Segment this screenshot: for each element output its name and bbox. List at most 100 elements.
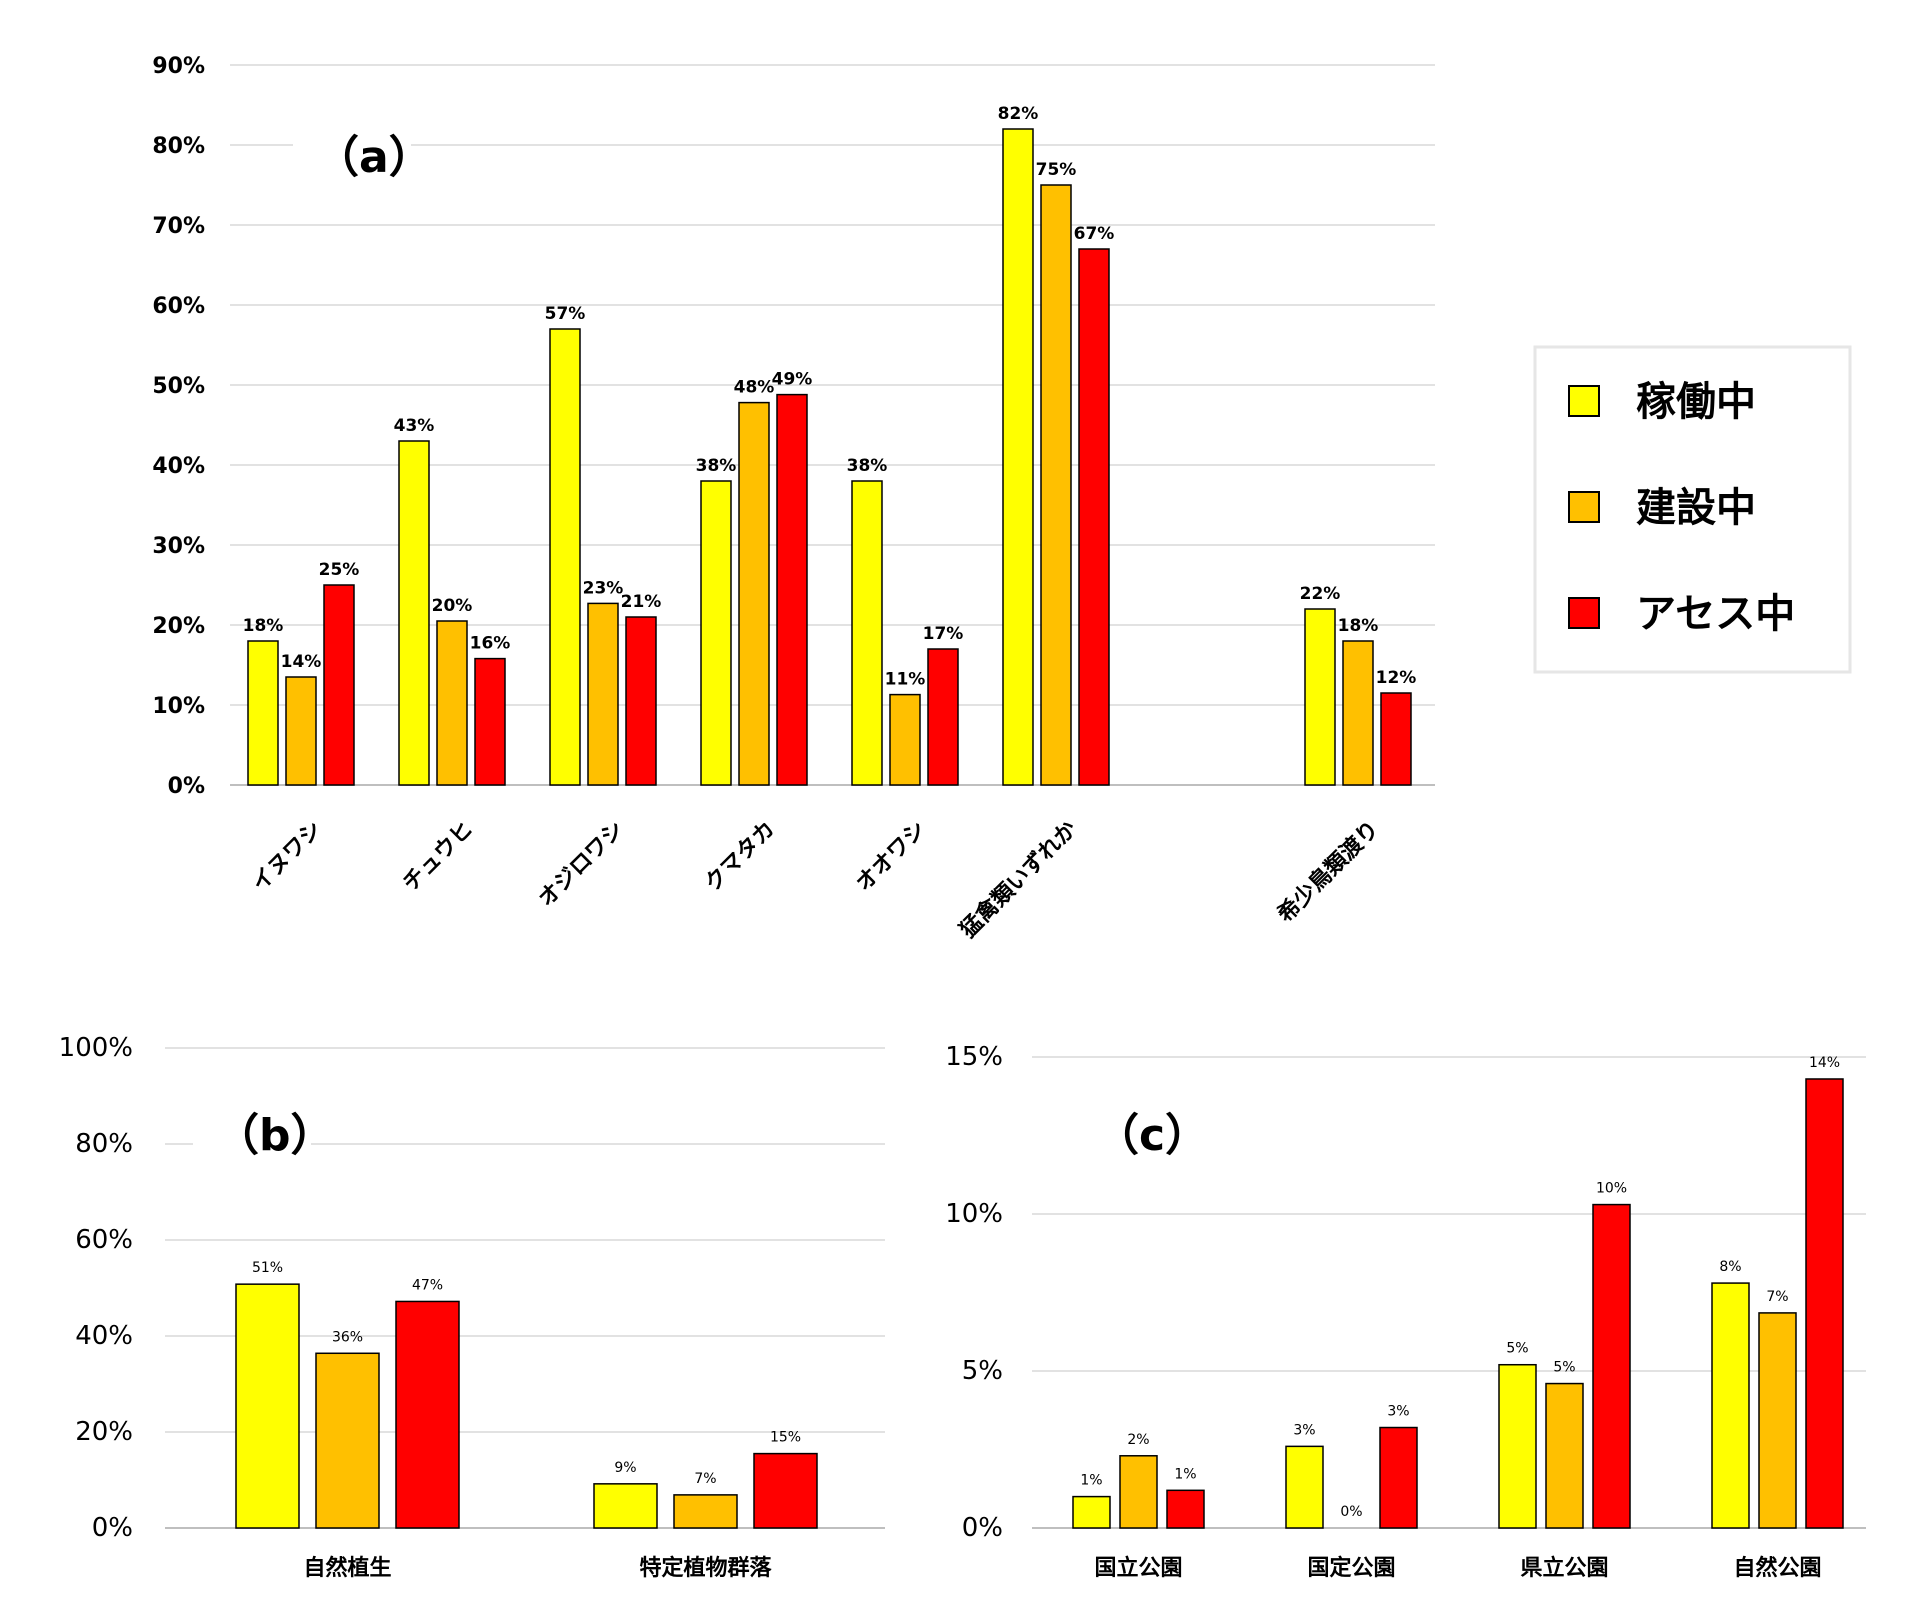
data-label-a: 43%: [394, 416, 435, 436]
data-label-a: 38%: [696, 456, 737, 476]
y-tick-label-c: 15%: [945, 1042, 1003, 1072]
x-category-label-a: クマタカ: [700, 817, 780, 897]
panel-label-bg-c: [1073, 1104, 1191, 1168]
data-label-c: 1%: [1080, 1473, 1102, 1489]
data-label-a: 49%: [772, 370, 813, 390]
data-label-a: 21%: [621, 592, 662, 612]
data-label-a: 14%: [281, 652, 322, 672]
bar-c-1-0: [1119, 1455, 1158, 1529]
x-category-label-a: イヌワシ: [247, 817, 327, 897]
data-label-b: 47%: [412, 1277, 443, 1293]
legend-label: アセス中: [1636, 591, 1795, 637]
bar-a-1-3: [738, 401, 770, 786]
y-tick-label-c: 5%: [962, 1356, 1003, 1386]
bar-b-0-0: [235, 1283, 300, 1529]
data-label-c: 5%: [1553, 1360, 1575, 1376]
bar-a-1-4: [889, 693, 921, 786]
data-label-b: 15%: [770, 1430, 801, 1446]
data-label-a: 48%: [734, 378, 775, 398]
y-tick-label-a: 10%: [152, 694, 205, 719]
bar-a-2-0: [323, 584, 355, 786]
panel-label-b: （b）: [215, 1110, 335, 1161]
y-tick-label-a: 30%: [152, 534, 205, 559]
bar-a-0-4: [851, 480, 883, 786]
bar-a-2-1: [474, 657, 506, 786]
data-label-a: 25%: [319, 560, 360, 580]
data-label-c: 3%: [1293, 1422, 1315, 1438]
y-tick-label-b: 40%: [75, 1321, 133, 1351]
legend-label: 建設中: [1636, 485, 1756, 531]
bar-c-1-2: [1545, 1382, 1584, 1529]
bar-c-1-3: [1758, 1312, 1797, 1529]
y-tick-label-a: 90%: [152, 54, 205, 79]
data-label-c: 14%: [1809, 1055, 1840, 1071]
y-tick-label-a: 0%: [168, 774, 205, 799]
bar-a-1-0: [285, 676, 317, 786]
bar-c-2-3: [1805, 1078, 1844, 1529]
bar-a-0-3: [700, 480, 732, 786]
bar-c-0-3: [1711, 1282, 1750, 1529]
bar-a-2-2: [625, 616, 657, 786]
data-label-a: 23%: [583, 578, 624, 598]
y-tick-label-a: 40%: [152, 454, 205, 479]
data-label-c: 3%: [1387, 1404, 1409, 1420]
bar-a-0-2: [549, 328, 581, 786]
y-tick-label-c: 0%: [962, 1513, 1003, 1543]
bar-a-2-5: [1078, 248, 1110, 786]
data-label-a: 38%: [847, 456, 888, 476]
bar-c-2-2: [1592, 1203, 1631, 1529]
x-category-label-a: 猛禽類いずれか: [954, 816, 1082, 944]
data-label-a: 75%: [1036, 160, 1077, 180]
bar-b-2-1: [753, 1452, 818, 1529]
bar-a-0-7: [1304, 608, 1336, 786]
bar-b-1-0: [315, 1352, 380, 1529]
x-category-label-c: 県立公園: [1520, 1555, 1608, 1581]
y-tick-label-b: 60%: [75, 1225, 133, 1255]
x-category-label-c: 国定公園: [1307, 1555, 1395, 1581]
y-tick-label-a: 60%: [152, 294, 205, 319]
bar-b-1-1: [673, 1494, 738, 1529]
bar-a-0-5: [1002, 128, 1034, 786]
data-label-b: 51%: [252, 1260, 283, 1276]
data-label-c: 2%: [1127, 1432, 1149, 1448]
bar-a-2-3: [776, 393, 808, 786]
data-label-b: 9%: [614, 1460, 636, 1476]
data-label-c: 5%: [1506, 1341, 1528, 1357]
data-label-a: 12%: [1376, 668, 1417, 688]
x-category-label-a: 希少鳥類渡り: [1273, 816, 1385, 928]
y-tick-label-a: 70%: [152, 214, 205, 239]
bar-c-0-0: [1072, 1495, 1111, 1529]
x-category-label-c: 国立公園: [1094, 1555, 1182, 1581]
y-tick-label-c: 10%: [945, 1199, 1003, 1229]
y-tick-label-b: 100%: [59, 1033, 133, 1063]
y-tick-label-b: 0%: [92, 1513, 133, 1543]
bar-c-0-1: [1285, 1445, 1324, 1529]
panel-label-bg-b: [193, 1104, 311, 1168]
x-category-label-b: 自然植生: [303, 1555, 391, 1581]
data-label-b: 36%: [332, 1329, 363, 1345]
bar-c-2-1: [1379, 1426, 1418, 1529]
legend-swatch: [1568, 597, 1600, 629]
legend-swatch: [1568, 385, 1600, 417]
data-label-a: 22%: [1300, 584, 1341, 604]
data-label-a: 57%: [545, 304, 586, 324]
x-category-label-a: オオワシ: [851, 817, 931, 897]
bar-a-1-2: [587, 602, 619, 786]
x-category-label-b: 特定植物群落: [639, 1555, 772, 1581]
data-label-c: 10%: [1596, 1181, 1627, 1197]
bar-a-2-7: [1380, 692, 1412, 786]
panel-label-a: （a）: [315, 132, 433, 183]
y-tick-label-b: 20%: [75, 1417, 133, 1447]
data-label-b: 7%: [694, 1471, 716, 1487]
data-label-a: 18%: [1338, 616, 1379, 636]
data-label-c: 8%: [1719, 1259, 1741, 1275]
bar-b-0-1: [593, 1483, 658, 1529]
data-label-a: 82%: [998, 104, 1039, 124]
legend-swatch: [1568, 491, 1600, 523]
bar-a-1-5: [1040, 184, 1072, 786]
data-label-c: 1%: [1174, 1466, 1196, 1482]
data-label-a: 11%: [885, 670, 926, 690]
y-tick-label-b: 80%: [75, 1129, 133, 1159]
data-label-a: 17%: [923, 624, 964, 644]
